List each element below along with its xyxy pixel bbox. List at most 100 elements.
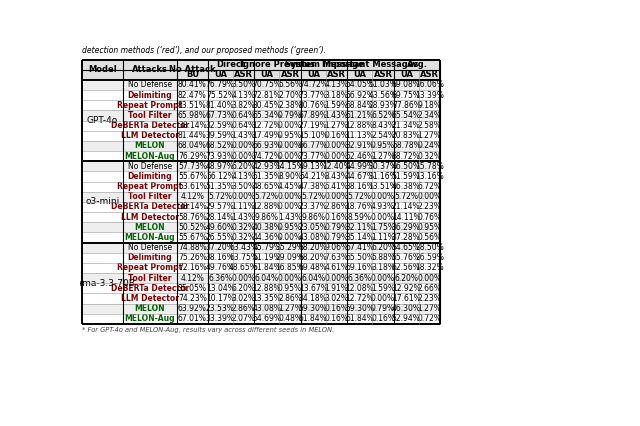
Text: 13.51%: 13.51% — [369, 182, 397, 191]
Text: o3-mini: o3-mini — [85, 197, 120, 206]
Text: 5.72%: 5.72% — [255, 192, 279, 201]
Text: 0.32%: 0.32% — [417, 152, 442, 161]
Text: 81.40%: 81.40% — [206, 101, 235, 110]
Text: 43.08%: 43.08% — [252, 304, 281, 313]
Text: 0.00%: 0.00% — [278, 192, 302, 201]
Text: 15.78%: 15.78% — [415, 162, 444, 171]
Text: 5.72%: 5.72% — [394, 192, 419, 201]
Text: 2.07%: 2.07% — [232, 314, 255, 323]
Text: 0.16%: 0.16% — [324, 131, 349, 140]
Text: 61.84%: 61.84% — [299, 314, 328, 323]
Text: 0.79%: 0.79% — [324, 233, 349, 242]
Text: UA: UA — [400, 70, 413, 79]
Text: Delimiting: Delimiting — [127, 91, 172, 100]
Text: 68.72%: 68.72% — [392, 152, 420, 161]
Text: Llama-3.3-70B: Llama-3.3-70B — [70, 279, 136, 288]
Text: 44.99%: 44.99% — [345, 162, 374, 171]
Text: 69.75%: 69.75% — [392, 91, 420, 100]
Text: DeBERTa Detector: DeBERTa Detector — [111, 121, 189, 130]
Text: Tool Filter: Tool Filter — [128, 273, 172, 282]
Bar — [83, 181, 440, 192]
Bar — [83, 110, 440, 121]
Text: 6.04%: 6.04% — [255, 273, 279, 282]
Text: 83.51%: 83.51% — [178, 101, 207, 110]
Text: 30.37%: 30.37% — [369, 162, 397, 171]
Text: 0.64%: 0.64% — [232, 111, 255, 120]
Text: 8.43%: 8.43% — [371, 121, 395, 130]
Text: 23.37%: 23.37% — [299, 202, 328, 211]
Text: 6.36%: 6.36% — [348, 273, 372, 282]
Text: 5.56%: 5.56% — [278, 81, 302, 89]
Text: 0.00%: 0.00% — [371, 213, 395, 222]
Text: 0.00%: 0.00% — [278, 152, 302, 161]
Text: 11.13%: 11.13% — [346, 131, 374, 140]
Text: 32.91%: 32.91% — [346, 141, 374, 150]
Text: 2.23%: 2.23% — [417, 202, 442, 211]
Text: 26.55%: 26.55% — [206, 233, 235, 242]
Text: 2.34%: 2.34% — [417, 111, 442, 120]
Text: 0.00%: 0.00% — [278, 202, 302, 211]
Text: 4.12%: 4.12% — [180, 273, 204, 282]
Text: 0.64%: 0.64% — [232, 121, 255, 130]
Text: 4.13%: 4.13% — [324, 81, 349, 89]
Text: 3.82%: 3.82% — [232, 101, 255, 110]
Text: 68.20%: 68.20% — [299, 243, 328, 252]
Text: 3.50%: 3.50% — [232, 81, 255, 89]
Text: No Defense: No Defense — [128, 81, 172, 89]
Text: 35.05%: 35.05% — [178, 284, 207, 293]
Text: 6.36%: 6.36% — [208, 273, 232, 282]
Text: 2.86%: 2.86% — [232, 304, 255, 313]
Text: 18.76%: 18.76% — [346, 202, 374, 211]
Text: 0.00%: 0.00% — [278, 121, 302, 130]
Text: 1.27%: 1.27% — [278, 304, 302, 313]
Text: 77.86%: 77.86% — [392, 101, 420, 110]
Text: 21.34%: 21.34% — [392, 121, 420, 130]
Text: 28.50%: 28.50% — [415, 243, 444, 252]
Text: 1.75%: 1.75% — [371, 223, 395, 232]
Text: 29.57%: 29.57% — [206, 202, 235, 211]
Text: UA: UA — [353, 70, 366, 79]
Text: 50.52%: 50.52% — [178, 223, 207, 232]
Text: 0.00%: 0.00% — [232, 273, 255, 282]
Text: LLM Detector: LLM Detector — [121, 213, 179, 222]
Text: 15.10%: 15.10% — [299, 131, 328, 140]
Text: 1.11%: 1.11% — [371, 233, 395, 242]
Text: 73.93%: 73.93% — [206, 152, 235, 161]
Text: 23.53%: 23.53% — [206, 304, 235, 313]
Text: 3.18%: 3.18% — [371, 263, 395, 273]
Text: 0.00%: 0.00% — [278, 233, 302, 242]
Bar — [83, 253, 440, 263]
Text: UA: UA — [214, 70, 227, 79]
Text: MELON: MELON — [134, 223, 165, 232]
Text: 1.43%: 1.43% — [232, 213, 255, 222]
Text: MELON-Aug: MELON-Aug — [124, 152, 175, 161]
Text: 57.73%: 57.73% — [178, 162, 207, 171]
Text: 5.72%: 5.72% — [301, 192, 325, 201]
Text: 1.59%: 1.59% — [371, 284, 395, 293]
Text: No Defense: No Defense — [128, 162, 172, 171]
Text: 38.14%: 38.14% — [178, 202, 207, 211]
Text: 52.94%: 52.94% — [392, 314, 420, 323]
Text: 5.41%: 5.41% — [324, 182, 349, 191]
Text: 55.67%: 55.67% — [178, 233, 207, 242]
Text: 1.27%: 1.27% — [371, 152, 395, 161]
Text: 80.76%: 80.76% — [299, 101, 328, 110]
Text: Tool Filter: Tool Filter — [128, 111, 172, 120]
Text: 2.86%: 2.86% — [324, 202, 348, 211]
Text: 49.76%: 49.76% — [206, 263, 235, 273]
Text: 0.16%: 0.16% — [371, 314, 395, 323]
Text: UA: UA — [307, 70, 320, 79]
Text: 61.84%: 61.84% — [346, 314, 374, 323]
Bar — [83, 100, 440, 110]
Text: 1.27%: 1.27% — [417, 304, 442, 313]
Text: 9.06%: 9.06% — [324, 243, 349, 252]
Bar — [83, 141, 440, 151]
Text: 56.12%: 56.12% — [206, 172, 235, 181]
Text: 3.02%: 3.02% — [232, 294, 255, 303]
Text: 43.08%: 43.08% — [299, 233, 328, 242]
Text: 68.04%: 68.04% — [178, 141, 207, 150]
Text: 17.61%: 17.61% — [392, 294, 420, 303]
Text: 0.00%: 0.00% — [371, 273, 395, 282]
Bar — [83, 294, 440, 304]
Text: 72.81%: 72.81% — [252, 91, 281, 100]
